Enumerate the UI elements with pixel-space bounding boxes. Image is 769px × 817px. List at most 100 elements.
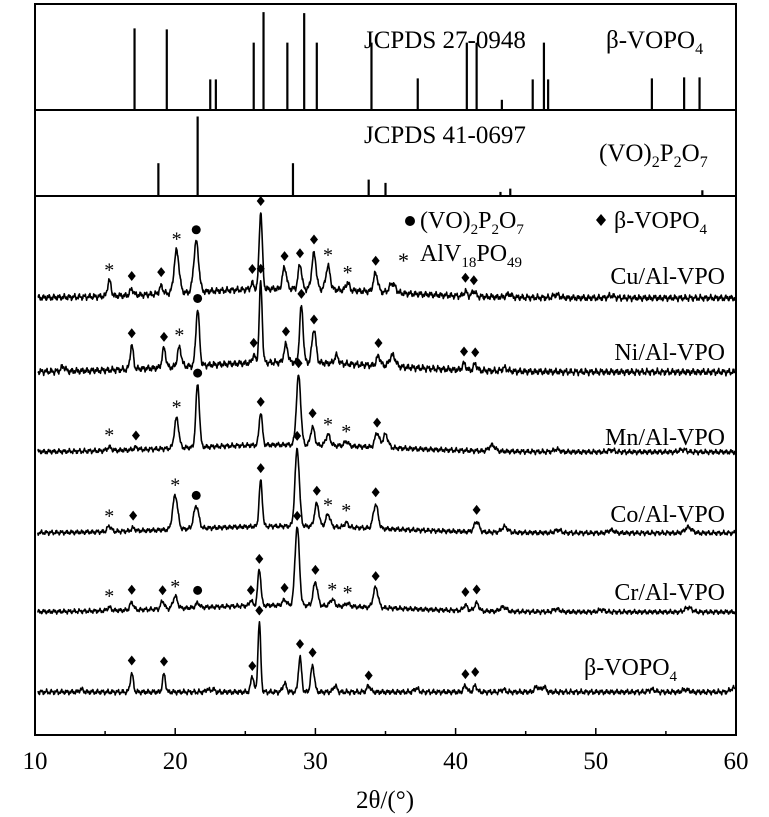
series-label-co: Co/Al-VPO [610, 502, 725, 528]
legend-circle-p3: 2 [492, 222, 500, 238]
marker-1-1 [159, 331, 168, 342]
marker-1-2: * [174, 325, 184, 347]
marker-4-3: * [170, 576, 180, 598]
marker-1-6 [281, 326, 290, 337]
marker-0-7 [280, 251, 289, 262]
marker-4-9 [311, 564, 320, 575]
marker-0-11: * [343, 262, 353, 284]
ref-panel-2-phase-p2: P [660, 140, 674, 167]
ref-panel-1-phase: β-VOPO4 [606, 27, 703, 58]
trace-2 [37, 374, 736, 456]
trace-3 [37, 447, 736, 537]
ref-panel-1-phase-sub: 4 [695, 41, 703, 58]
marker-4-1 [127, 584, 136, 595]
marker-4-12 [371, 571, 380, 582]
marker-5-7 [461, 669, 470, 680]
trace-5 [37, 621, 736, 696]
marker-2-3 [193, 368, 203, 378]
series-label-beta-main: β-VOPO [584, 655, 670, 681]
series-label-cr: Cr/Al-VPO [614, 580, 725, 606]
marker-1-8 [309, 314, 318, 325]
marker-0-6 [256, 196, 265, 207]
legend-star-p0: AlV [420, 241, 462, 267]
marker-5-4 [295, 638, 304, 649]
marker-4-14 [472, 584, 481, 595]
x-tick-label-3: 40 [443, 748, 468, 775]
x-tick-label-1: 20 [163, 748, 188, 775]
reference-peaks [133, 12, 704, 196]
legend-circle-p0: (VO) [420, 208, 471, 234]
marker-4-6 [255, 553, 264, 564]
x-tick-label-2: 30 [303, 748, 328, 775]
marker-5-2 [248, 661, 257, 672]
marker-2-9 [373, 417, 382, 428]
marker-4-2 [158, 585, 167, 596]
marker-5-1 [159, 656, 168, 667]
legend-star-p2: PO [476, 241, 507, 267]
marker-3-6 [312, 485, 321, 496]
marker-4-13 [461, 587, 470, 598]
legend-circle-marker [405, 216, 415, 226]
marker-2-8: * [341, 421, 351, 443]
marker-1-4 [249, 337, 258, 348]
ref-panel-2-phase-p4: O [682, 140, 700, 167]
ref-panel-1-label: JCPDS 27-0948 [364, 27, 526, 54]
ref-panel-2-phase-p5: 7 [700, 154, 708, 171]
legend-diamond-sub: 4 [700, 222, 708, 238]
marker-2-2: * [172, 397, 182, 419]
marker-1-3 [193, 293, 203, 303]
marker-0-9 [309, 234, 318, 245]
marker-4-10: * [327, 579, 337, 601]
marker-0-4 [191, 225, 201, 235]
marker-3-2: * [170, 475, 180, 497]
marker-5-5 [308, 647, 317, 658]
legend-circle-p5: 7 [516, 222, 524, 238]
marker-1-5 [256, 263, 265, 274]
series-label-beta-sub: 4 [670, 669, 678, 685]
diffraction-traces [37, 212, 736, 696]
legend-circle-label: (VO)2P2O7 [420, 208, 524, 238]
marker-4-5 [246, 585, 255, 596]
marker-3-8: * [341, 500, 351, 522]
marker-3-5 [293, 430, 302, 441]
marker-4-4 [193, 585, 203, 595]
trace-4 [37, 526, 736, 616]
ref-panel-2-phase-p3: 2 [674, 154, 682, 171]
marker-1-10 [460, 346, 469, 357]
marker-5-3 [255, 605, 264, 616]
marker-2-1 [131, 430, 140, 441]
marker-3-1 [129, 510, 138, 521]
marker-1-7 [297, 288, 306, 299]
marker-3-7: * [323, 494, 333, 516]
series-label-beta: β-VOPO4 [584, 655, 678, 685]
legend-circle-p4: O [499, 208, 516, 234]
legend-circle-p1: 2 [471, 222, 479, 238]
ref-panel-2-phase-p0: (VO) [599, 140, 652, 167]
x-tick-label-5: 60 [724, 748, 749, 775]
series-label-mn: Mn/Al-VPO [605, 425, 725, 451]
marker-4-7 [280, 582, 289, 593]
marker-0-13 [461, 272, 470, 283]
marker-2-6 [308, 408, 317, 419]
x-tick-label-0: 10 [23, 748, 48, 775]
marker-0-8 [295, 248, 304, 259]
marker-3-0: * [104, 506, 114, 528]
marker-0-12 [371, 255, 380, 266]
ref-panel-1-phase-main: β-VOPO [606, 27, 695, 54]
marker-4-0: * [104, 586, 114, 608]
marker-0-1 [127, 270, 136, 281]
marker-0-5 [248, 263, 257, 274]
marker-0-3: * [172, 228, 182, 250]
legend-star-label: AlV18PO49 [420, 241, 522, 271]
marker-0-0: * [104, 260, 114, 282]
marker-1-9 [374, 338, 383, 349]
marker-2-0: * [104, 424, 114, 446]
legend-diamond-marker [596, 214, 606, 226]
marker-3-4 [256, 463, 265, 474]
legend: (VO)2P2O7 β-VOPO4 * AlV18PO49 [398, 208, 708, 273]
series-label-ni: Ni/Al-VPO [614, 340, 725, 366]
legend-diamond-main: β-VOPO [614, 208, 700, 234]
ref-panel-2-label: JCPDS 41-0697 [364, 122, 526, 149]
marker-0-2 [157, 267, 166, 278]
